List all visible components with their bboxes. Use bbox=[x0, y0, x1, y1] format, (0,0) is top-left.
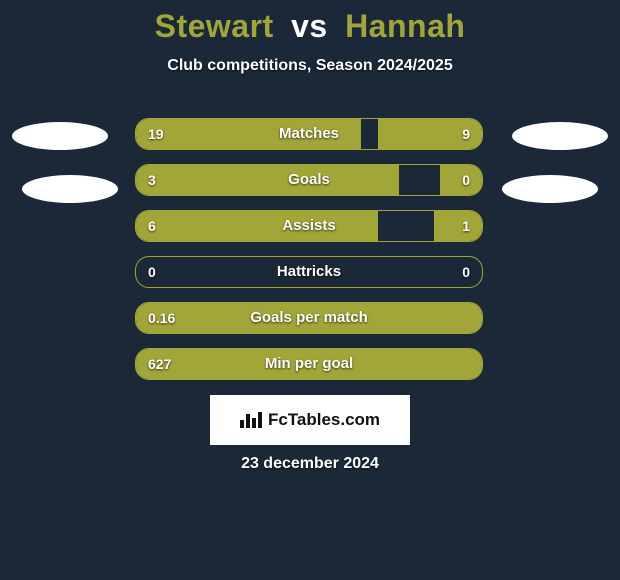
stat-row: Goals per match0.16 bbox=[0, 302, 620, 334]
bar-left bbox=[136, 119, 361, 149]
stat-row: Min per goal627 bbox=[0, 348, 620, 380]
bar-track bbox=[135, 210, 483, 242]
bar-track bbox=[135, 302, 483, 334]
footer-logo: FcTables.com bbox=[210, 395, 410, 445]
bar-left bbox=[136, 303, 482, 333]
comparison-infographic: Stewart vs Hannah Club competitions, Sea… bbox=[0, 0, 620, 580]
bar-track bbox=[135, 348, 483, 380]
bar-right bbox=[440, 165, 482, 195]
bar-chart-icon bbox=[240, 412, 262, 428]
bar-right bbox=[378, 119, 482, 149]
player1-name: Stewart bbox=[155, 8, 274, 44]
bar-left bbox=[136, 349, 482, 379]
stat-row: Goals30 bbox=[0, 164, 620, 196]
stat-row: Matches199 bbox=[0, 118, 620, 150]
vs-label: vs bbox=[291, 8, 328, 44]
player2-name: Hannah bbox=[345, 8, 465, 44]
subtitle: Club competitions, Season 2024/2025 bbox=[0, 57, 620, 75]
footer-date: 23 december 2024 bbox=[0, 455, 620, 473]
bar-track bbox=[135, 256, 483, 288]
bar-track bbox=[135, 164, 483, 196]
stats-chart: Matches199 Goals30 Assists61 Hattricks00 Goa… bbox=[0, 118, 620, 394]
bar-right bbox=[434, 211, 482, 241]
bar-left bbox=[136, 165, 399, 195]
bar-track bbox=[135, 118, 483, 150]
logo-text: FcTables.com bbox=[268, 410, 380, 430]
main-title: Stewart vs Hannah bbox=[0, 0, 620, 45]
bar-left bbox=[136, 211, 378, 241]
stat-row: Assists61 bbox=[0, 210, 620, 242]
stat-row: Hattricks00 bbox=[0, 256, 620, 288]
